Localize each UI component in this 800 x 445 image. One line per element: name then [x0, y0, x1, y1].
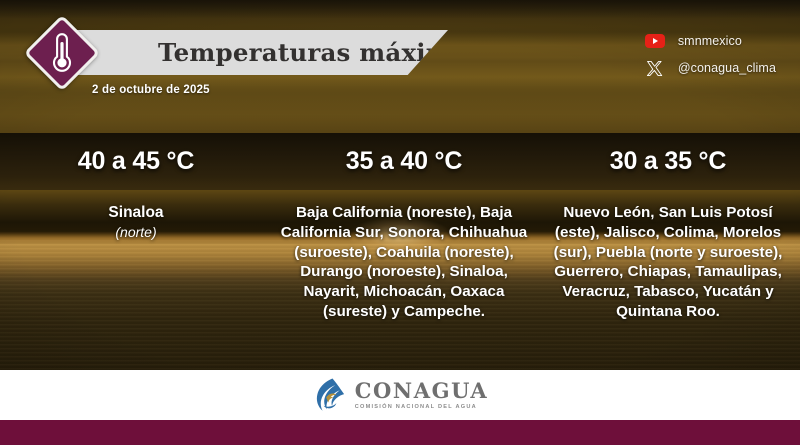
conagua-logo-title: CONAGUA — [354, 378, 489, 403]
thermometer-badge — [23, 14, 101, 92]
footer-accent-bar — [0, 420, 800, 445]
header: Temperaturas máximas 2 de octubre de 202… — [0, 0, 800, 133]
range-label-35-40: 35 a 40 °C — [345, 147, 463, 175]
range-label-40-45: 40 a 45 °C — [77, 147, 195, 175]
state-column-1: Sinaloa (norte) — [0, 190, 272, 370]
state-columns: Sinaloa (norte) Baja California (noreste… — [0, 190, 800, 370]
state-list-3: Nuevo León, San Luis Potosí (este), Jali… — [553, 204, 783, 320]
state-column-3: Nuevo León, San Luis Potosí (este), Jali… — [536, 190, 800, 370]
range-heading-cell-2: 35 a 40 °C — [272, 133, 536, 190]
range-label-30-35: 30 a 35 °C — [609, 147, 727, 175]
social-row-x[interactable]: @conagua_clima — [644, 57, 776, 79]
title-banner: Temperaturas máximas — [64, 30, 448, 75]
x-twitter-icon — [644, 60, 666, 77]
state-list-2: Baja California (noreste), Baja Californ… — [280, 204, 528, 320]
social-row-youtube[interactable]: smnmexico — [644, 30, 776, 52]
date-label: 2 de octubre de 2025 — [92, 84, 210, 96]
state-note-1: (norte) — [115, 224, 157, 241]
youtube-handle: smnmexico — [677, 34, 742, 48]
youtube-icon — [644, 34, 666, 48]
state-list-1: Sinaloa — [108, 204, 164, 221]
conagua-logo-subtitle: COMISIÓN NACIONAL DEL AGUA — [354, 404, 477, 410]
thermometer-icon — [26, 17, 98, 89]
social-links: smnmexico @conagua_clima — [644, 30, 776, 84]
range-heading-cell-1: 40 a 45 °C — [0, 133, 272, 190]
footer-logo-bar: CONAGUA COMISIÓN NACIONAL DEL AGUA — [0, 370, 800, 420]
page-title: Temperaturas máximas — [158, 38, 482, 67]
x-handle: @conagua_clima — [677, 61, 776, 75]
conagua-logo: CONAGUA COMISIÓN NACIONAL DEL AGUA — [312, 377, 489, 413]
temperature-range-band: 40 a 45 °C 35 a 40 °C 30 a 35 °C — [0, 133, 800, 190]
conagua-logo-text: CONAGUA COMISIÓN NACIONAL DEL AGUA — [355, 380, 489, 410]
range-heading-cell-3: 30 a 35 °C — [536, 133, 800, 190]
state-column-2: Baja California (noreste), Baja Californ… — [272, 190, 536, 370]
conagua-eagle-water-logo-icon — [312, 377, 346, 413]
